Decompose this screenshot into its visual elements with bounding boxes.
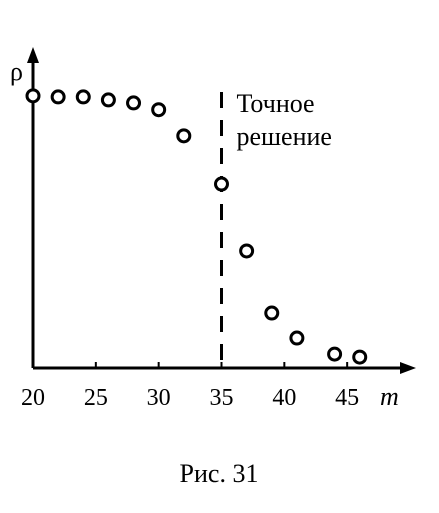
x-tick-label: 45: [335, 385, 359, 411]
point: [176, 128, 192, 144]
point: [352, 349, 368, 365]
y-axis-label: ρ: [10, 57, 23, 86]
x-tick-label: 30: [147, 385, 171, 411]
point: [75, 89, 91, 105]
x-tick-label: 25: [84, 385, 108, 411]
x-tick-label: 40: [272, 385, 296, 411]
point: [100, 92, 116, 108]
point: [327, 346, 343, 362]
point: [239, 243, 255, 259]
point: [25, 88, 41, 104]
point: [289, 330, 305, 346]
point: [151, 102, 167, 118]
point: [264, 305, 280, 321]
point: [214, 176, 229, 192]
point: [126, 95, 142, 111]
x-axis-arrow: [400, 362, 416, 374]
x-tick-label: 20: [21, 385, 45, 411]
y-axis-arrow: [27, 47, 39, 63]
annotation-text: Точное: [237, 89, 315, 118]
annotation-text: решение: [237, 122, 332, 151]
point: [50, 89, 66, 105]
caption: Рис. 31: [180, 459, 259, 488]
x-axis-label: m: [380, 382, 399, 411]
x-tick-label: 35: [210, 385, 234, 411]
